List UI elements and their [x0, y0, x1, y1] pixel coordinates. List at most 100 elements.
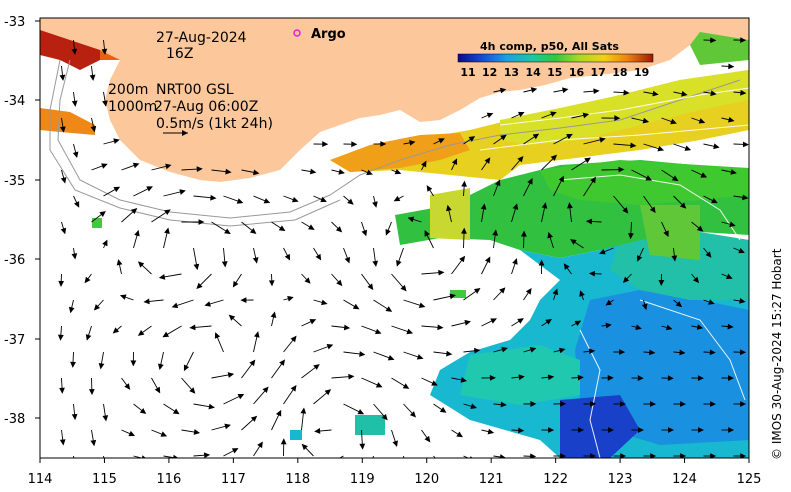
current-vector-head	[59, 387, 65, 394]
current-vector-head	[605, 322, 612, 329]
current-vector-head	[143, 298, 150, 305]
current-vector-head	[532, 133, 540, 140]
current-vector-head	[438, 138, 445, 144]
current-vector-head	[262, 386, 269, 394]
current-vector-head	[84, 276, 91, 284]
current-vector-head	[431, 380, 438, 386]
current-vector-head	[70, 361, 76, 368]
current-vector-head	[309, 319, 317, 325]
x-tick-label: 124	[672, 472, 697, 487]
current-vector-head	[73, 466, 77, 471]
current-vector-head	[499, 87, 507, 94]
current-vector-head	[314, 428, 321, 434]
current-vector-head	[585, 218, 593, 225]
current-vector-head	[71, 100, 78, 107]
current-vector-head	[304, 277, 311, 284]
y-tick-label: -38	[4, 412, 25, 427]
x-tick-label: 123	[608, 472, 633, 487]
current-vector-head	[224, 423, 231, 430]
current-vector-head	[713, 143, 720, 150]
current-vector-head	[492, 229, 499, 236]
current-vector-head	[730, 169, 737, 175]
current-vector-head	[57, 334, 64, 341]
map-date: 27-Aug-2024	[156, 30, 247, 46]
current-vector-head	[499, 287, 506, 294]
current-vector-head	[711, 197, 718, 204]
current-vector-head	[268, 280, 275, 287]
argo-marker-icon	[293, 29, 301, 37]
x-tick-label: 122	[543, 472, 568, 487]
current-vector-head	[160, 431, 168, 437]
current-vector-head	[727, 116, 735, 123]
depth-200m: 200m	[108, 82, 149, 98]
current-vector-head	[451, 158, 458, 166]
current-vector-head	[116, 259, 123, 266]
current-vector-head	[58, 280, 65, 287]
current-vector-head	[409, 411, 417, 418]
current-vector-head	[124, 383, 131, 390]
current-vector-head	[742, 194, 749, 201]
current-vector-head	[270, 311, 277, 319]
current-vector-head	[193, 429, 201, 435]
current-vector-head	[287, 295, 294, 302]
current-vector-head	[59, 126, 66, 133]
x-tick-label: 125	[737, 472, 762, 487]
current-vector-head	[684, 145, 692, 151]
current-vector-head	[759, 376, 764, 380]
current-vector-head	[739, 298, 746, 304]
current-vector-head	[738, 247, 745, 254]
current-vector-head	[461, 180, 467, 187]
current-vector-head	[761, 220, 766, 224]
current-vector-head	[761, 168, 766, 172]
current-vector-head	[700, 172, 708, 178]
map-hour: 16Z	[166, 46, 194, 62]
current-vector-head	[228, 314, 236, 321]
current-vector-head	[500, 134, 507, 141]
current-vector-head	[593, 88, 600, 95]
current-vector-head	[525, 288, 532, 295]
current-vector-head	[290, 384, 297, 392]
current-vector-head	[119, 294, 127, 300]
current-vector-head	[139, 408, 147, 414]
current-vector-head	[101, 163, 108, 169]
colorbar-tick-label: 15	[547, 66, 562, 79]
current-vector-head	[137, 329, 145, 336]
current-vector-head	[582, 112, 590, 119]
current-vector-head	[68, 306, 75, 314]
current-vector-head	[403, 465, 407, 470]
current-vector-head	[649, 206, 656, 214]
current-vector-head	[90, 125, 97, 133]
current-vector-head	[446, 350, 453, 357]
current-vector-head	[530, 87, 538, 93]
current-vector-head	[698, 118, 706, 124]
current-vector-head	[446, 204, 452, 212]
current-vector-head	[406, 328, 414, 335]
current-vector-head	[623, 89, 630, 96]
current-vector-head	[134, 229, 140, 237]
current-vector-head	[290, 335, 297, 343]
current-vector-head	[359, 443, 366, 450]
current-vector-head	[113, 186, 121, 193]
current-vector-head	[426, 185, 433, 192]
x-tick-label: 119	[350, 472, 375, 487]
current-vector-head	[680, 453, 687, 458]
current-vector-head	[59, 439, 66, 446]
x-tick-label: 114	[28, 472, 53, 487]
colorbar-title: 4h comp, p50, All Sats	[480, 40, 619, 53]
current-vector-head	[146, 186, 153, 192]
current-vector-head	[183, 364, 190, 372]
current-vector-head	[189, 324, 196, 331]
current-vector-head	[367, 283, 374, 291]
current-vector-head	[130, 360, 137, 367]
current-vector-head	[530, 400, 537, 407]
current-vector-head	[562, 87, 569, 94]
current-vector-head	[102, 100, 108, 107]
current-vector-head	[236, 198, 244, 204]
current-vector-head	[490, 318, 497, 324]
current-vector-head	[614, 115, 621, 122]
current-vector-head	[552, 288, 559, 296]
current-vector-head	[605, 299, 612, 306]
current-vector-head	[668, 427, 675, 433]
current-vector-head	[357, 408, 365, 415]
y-tick-label: -34	[4, 94, 25, 109]
